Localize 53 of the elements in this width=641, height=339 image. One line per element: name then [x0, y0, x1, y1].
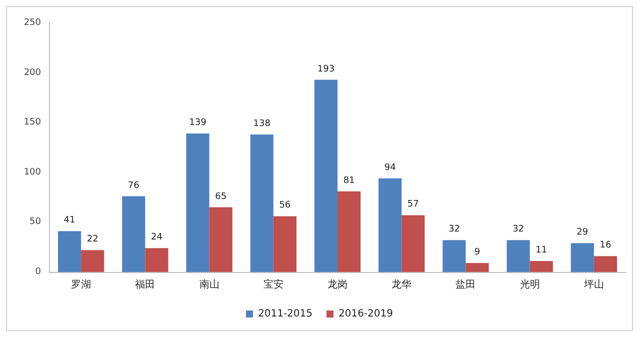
- x-tick-label: 南山: [199, 278, 220, 290]
- legend-label: 2011-2015: [258, 308, 313, 320]
- data-label: 22: [86, 234, 98, 245]
- x-tick-label: 龙华: [392, 278, 412, 290]
- data-label: 76: [128, 180, 140, 191]
- x-tick-label: 龙岗: [328, 278, 348, 290]
- data-label: 29: [576, 228, 588, 238]
- bar: [378, 178, 402, 272]
- data-label: 138: [253, 119, 271, 130]
- bar: [506, 240, 530, 272]
- data-label: 57: [407, 200, 419, 210]
- bar: [530, 261, 553, 272]
- bar: [145, 248, 168, 272]
- y-tick-label: 150: [24, 118, 42, 128]
- data-label: 41: [64, 216, 76, 226]
- bar: [273, 216, 296, 272]
- bar: [466, 263, 489, 272]
- y-tick-label: 100: [24, 167, 42, 178]
- y-tick-label: 250: [24, 18, 42, 28]
- x-tick-label: 盐田: [456, 278, 476, 290]
- bar: [250, 134, 274, 272]
- bar: [314, 80, 338, 272]
- data-label: 11: [536, 246, 548, 256]
- x-tick-label: 宝安: [263, 278, 284, 290]
- bar: [338, 191, 361, 272]
- data-label: 139: [189, 118, 207, 128]
- x-tick-label: 福田: [135, 278, 156, 290]
- data-label: 32: [512, 224, 524, 235]
- legend-label: 2016-2019: [338, 308, 394, 320]
- data-label: 56: [279, 200, 291, 211]
- x-tick-label: 坪山: [582, 278, 604, 290]
- bar: [58, 231, 82, 272]
- x-tick-label: 罗湖: [71, 278, 92, 290]
- data-label: 81: [343, 176, 355, 186]
- bar: [402, 215, 425, 272]
- data-label: 193: [317, 64, 335, 74]
- bar: [570, 243, 594, 272]
- y-tick-label: 0: [35, 267, 42, 277]
- bar: [442, 240, 466, 272]
- bar: [81, 250, 104, 272]
- bar: [122, 196, 146, 272]
- y-tick-label: 200: [24, 68, 42, 78]
- bar: [209, 207, 232, 272]
- data-label: 32: [448, 224, 460, 235]
- data-label: 65: [215, 192, 227, 202]
- y-tick-label: 50: [30, 217, 42, 228]
- data-label: 9: [474, 248, 480, 258]
- x-tick-label: 光明: [520, 278, 540, 290]
- data-label: 24: [150, 232, 163, 243]
- bar: [594, 256, 618, 272]
- data-label: 16: [600, 240, 612, 251]
- bar: [186, 134, 210, 272]
- data-label: 94: [384, 162, 396, 173]
